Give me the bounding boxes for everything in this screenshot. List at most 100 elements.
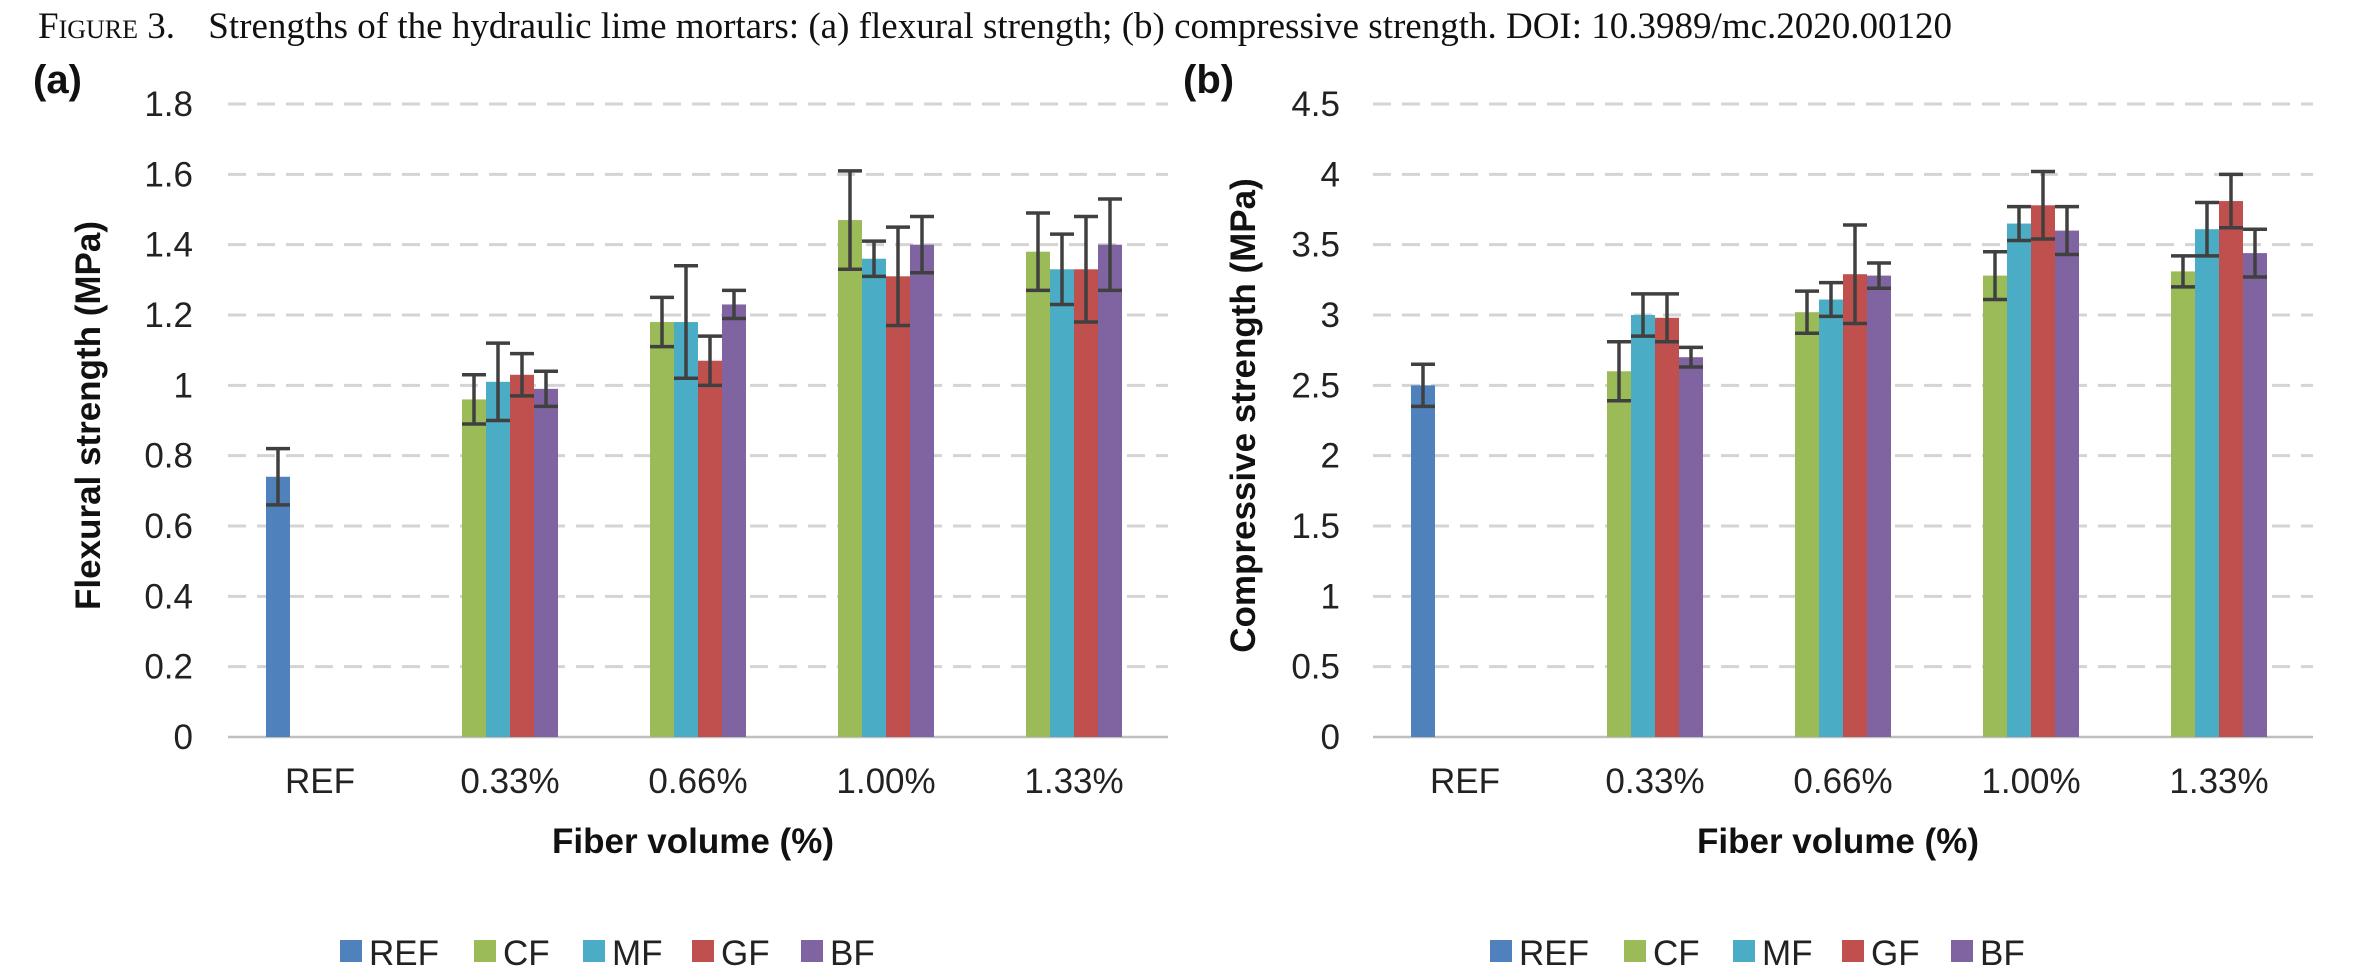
legend-swatch-mf-a (583, 940, 605, 962)
y-tick-label-b: 0.5 (1291, 648, 1340, 687)
legend-label-gf-b: GF (1871, 934, 1920, 973)
bar-gf-a (1074, 269, 1098, 737)
legend-swatch-ref-a (340, 940, 362, 962)
bar-ref-b (1411, 385, 1435, 737)
bar-cf-b (1607, 371, 1631, 737)
error-bar-bf-a (910, 214, 934, 275)
x-tick-label-a: 0.33% (460, 762, 559, 801)
error-bar-bf-b (1867, 261, 1891, 291)
error-bar-cf-b (1795, 289, 1819, 336)
legend-label-ref-a: REF (369, 934, 439, 973)
error-bar-gf-a (886, 225, 910, 328)
legend-swatch-gf-a (692, 940, 714, 962)
bar-gf-a (886, 276, 910, 737)
error-bar-mf-b (1819, 280, 1843, 319)
y-tick-label-b: 1 (1321, 577, 1340, 616)
x-tick-label-a: REF (285, 762, 355, 801)
bar-mf-b (1631, 315, 1655, 737)
error-bar-ref-b (1411, 362, 1435, 409)
y-tick-label-b: 1.5 (1291, 507, 1340, 546)
error-bar-gf-b (1843, 223, 1867, 326)
bar-gf-a (510, 374, 534, 737)
error-bar-gf-a (698, 334, 722, 388)
bar-mf-b (2195, 229, 2219, 737)
caption-text: Strengths of the hydraulic lime mortars:… (208, 6, 1952, 47)
y-tick-label-a: 1.4 (144, 226, 193, 265)
bar-bf-a (722, 304, 746, 737)
error-bar-mf-a (1050, 232, 1074, 307)
error-bar-gf-b (2031, 169, 2055, 241)
x-tick-label-b: 1.33% (2169, 762, 2268, 801)
legend-label-cf-b: CF (1653, 934, 1700, 973)
error-bar-gf-a (510, 351, 534, 398)
bar-mf-b (2007, 223, 2031, 738)
error-bar-bf-b (2055, 204, 2079, 257)
error-bar-mf-a (674, 264, 698, 381)
caption-lead: Figure 3. (38, 6, 175, 47)
legend-swatch-bf-b (1951, 940, 1973, 962)
bar-gf-b (2031, 205, 2055, 737)
y-tick-label-b: 3.5 (1291, 226, 1340, 265)
x-tick-label-b: 0.33% (1605, 762, 1704, 801)
x-axis-title-b: Fiber volume (%) (1697, 822, 1979, 861)
y-tick-label-b: 2 (1321, 437, 1340, 476)
y-tick-label-a: 1 (174, 366, 193, 405)
error-bar-cf-b (2171, 254, 2195, 289)
y-axis-title-a: Flexural strength (MPa) (69, 221, 108, 610)
error-bar-cf-b (1983, 249, 2007, 302)
y-tick-label-a: 0.2 (144, 648, 193, 687)
bar-bf-b (2055, 230, 2079, 737)
bar-cf-b (1983, 275, 2007, 737)
y-tick-label-b: 0 (1321, 718, 1340, 757)
bar-cf-b (1795, 312, 1819, 737)
x-tick-label-b: 0.66% (1793, 762, 1892, 801)
flexural-strength-chart: (a) 0 0.2 0.4 0.6 0.8 1 1.2 1.4 1.6 1.8 REF 0.33% 0.6… (33, 58, 1168, 973)
error-bar-cf-a (650, 295, 674, 349)
error-bar-gf-b (1655, 292, 1679, 344)
y-tick-label-a: 1.2 (144, 296, 193, 335)
legend-swatch-gf-b (1842, 940, 1864, 962)
error-bar-mf-a (862, 239, 886, 279)
error-bar-bf-a (534, 369, 558, 409)
bar-cf-a (838, 220, 862, 738)
x-tick-label-a: 1.00% (836, 762, 935, 801)
bar-mf-a (1050, 269, 1074, 737)
y-tick-label-a: 0.4 (144, 577, 193, 616)
bar-gf-b (1843, 274, 1867, 737)
error-bar-bf-b (1679, 345, 1703, 369)
error-bar-cf-b (1607, 339, 1631, 403)
bar-bf-a (910, 244, 934, 737)
bar-cf-a (1026, 251, 1050, 737)
y-tick-label-b: 4 (1321, 155, 1340, 194)
x-tick-label-a: 0.66% (648, 762, 747, 801)
legend-label-bf-a: BF (830, 934, 875, 973)
legend-label-cf-a: CF (503, 934, 550, 973)
legend-label-mf-b: MF (1762, 934, 1813, 973)
bar-bf-a (534, 388, 558, 737)
figure-caption: Figure 3. Strengths of the hydraulic lim… (38, 6, 1952, 47)
bar-bf-a (1098, 244, 1122, 737)
error-bar-mf-b (1631, 292, 1655, 338)
bar-cf-a (462, 399, 486, 737)
bar-bf-b (1679, 357, 1703, 737)
y-tick-label-b: 2.5 (1291, 366, 1340, 405)
error-bar-mf-b (2007, 204, 2031, 243)
bar-cf-b (2171, 271, 2195, 737)
legend-swatch-cf-b (1624, 940, 1646, 962)
bar-mf-b (1819, 299, 1843, 737)
error-bar-ref-a (266, 446, 290, 507)
error-bar-mf-b (2195, 200, 2219, 258)
y-axis-title-b: Compressive strength (MPa) (1224, 178, 1263, 653)
error-bar-mf-a (486, 341, 510, 423)
legend-swatch-mf-b (1733, 940, 1755, 962)
error-bar-gf-a (1074, 214, 1098, 324)
x-axis-title-a: Fiber volume (%) (552, 822, 834, 861)
legend-label-ref-b: REF (1519, 934, 1589, 973)
bar-cf-a (650, 322, 674, 737)
y-tick-label-a: 0 (174, 718, 193, 757)
panel-label-b: (b) (1183, 58, 1234, 102)
compressive-strength-chart: (b) 0 0.5 1 1.5 2 2.5 3 3.5 4 4.5 REF 0.33% 0.66% 1.00… (1183, 58, 2313, 973)
y-tick-label-a: 1.6 (144, 155, 193, 194)
y-tick-label-b: 3 (1321, 296, 1340, 335)
